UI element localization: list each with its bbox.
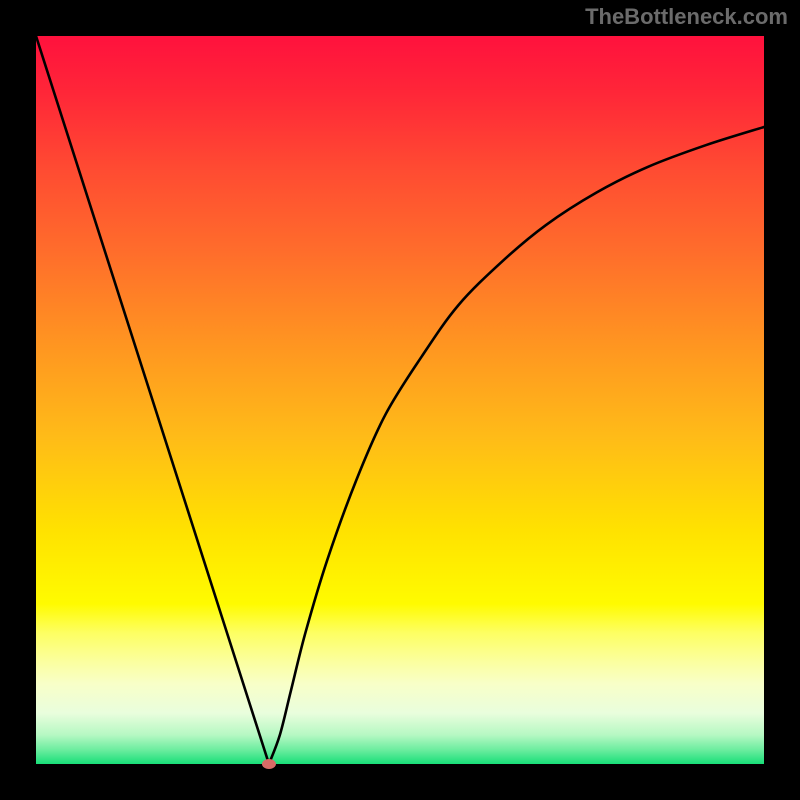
minimum-marker [262, 759, 276, 769]
plot-background [36, 36, 764, 764]
bottleneck-chart [0, 0, 800, 800]
watermark-text: TheBottleneck.com [585, 4, 788, 30]
chart-container: TheBottleneck.com [0, 0, 800, 800]
